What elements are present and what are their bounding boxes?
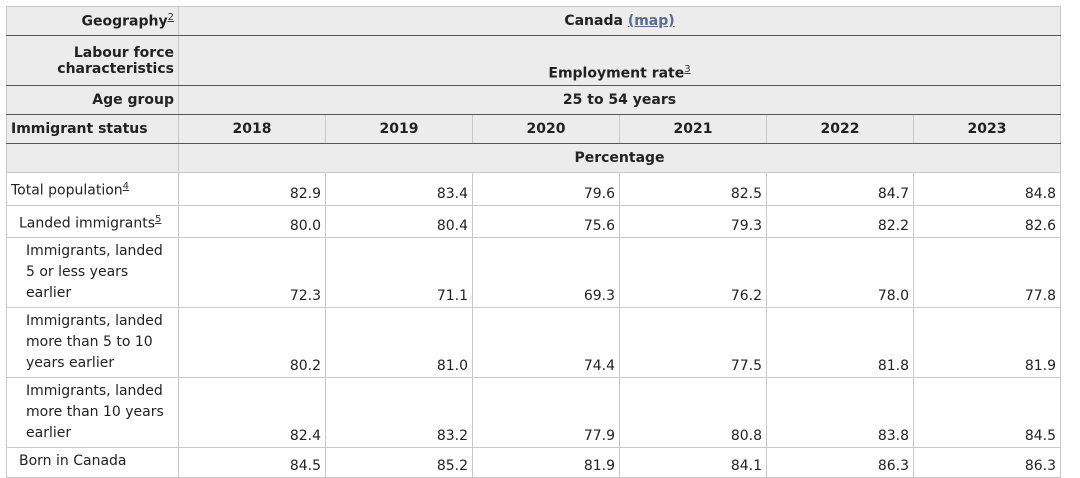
geography-header: Geography2 [6,6,179,36]
value-cell: 80.8 [619,377,767,449]
value-cell: 84.5 [178,447,326,478]
age-group-value: 25 to 54 years [178,85,1061,115]
value-cell: 81.9 [913,307,1061,379]
year-header-2022: 2022 [766,114,914,144]
value-cell: 77.9 [472,377,620,449]
row-label: Born in Canada [6,447,179,478]
value-cell: 84.1 [619,447,767,478]
value-cell: 79.3 [619,204,767,239]
value-cell: 82.2 [766,204,914,239]
value-cell: 81.8 [766,307,914,379]
value-cell: 82.5 [619,172,767,206]
year-header-2021: 2021 [619,114,767,144]
value-cell: 86.3 [913,447,1061,478]
value-cell: 71.1 [325,237,473,309]
row-label-text: Immigrants, landed more than 10 years ea… [26,383,164,442]
footnote-link-5[interactable]: 5 [155,213,162,225]
data-table-container: Geography2 Canada (map) Labour force cha… [6,6,1061,478]
value-cell: 69.3 [472,237,620,309]
geography-value: Canada (map) [178,6,1061,36]
value-cell: 78.0 [766,237,914,309]
row-label: Total population4 [6,172,179,206]
footnote-link-3[interactable]: 3 [684,64,691,76]
value-cell: 77.5 [619,307,767,379]
row-label-text: Landed immigrants [19,215,156,232]
value-cell: 84.8 [913,172,1061,206]
value-cell: 86.3 [766,447,914,478]
table-row: Immigrants, landed more than 10 years ea… [6,377,1061,449]
value-cell: 80.4 [325,204,473,239]
table-row: Landed immigrants5 80.0 80.4 75.6 79.3 82.2 82… [6,204,1061,239]
footnote-link-4[interactable]: 4 [122,181,130,192]
row-label-text: Total population [11,182,123,199]
labour-force-header: Labour force characteristics [6,35,179,86]
value-cell: 83.2 [325,377,473,449]
unit-label: Percentage [178,143,1061,173]
row-label: Landed immigrants5 [6,204,179,239]
map-link[interactable]: (map) [627,13,675,29]
value-cell: 82.4 [178,377,326,449]
value-cell: 85.2 [325,447,473,478]
value-cell: 84.7 [766,172,914,206]
footnote-link-2[interactable]: 2 [167,12,174,24]
value-cell: 83.8 [766,377,914,449]
row-label-text: Born in Canada [19,453,127,470]
value-cell: 82.6 [913,204,1061,239]
row-label-text: Immigrants, landed more than 5 to 10 yea… [26,313,163,372]
row-label-text: Immigrants, landed 5 or less years earli… [26,243,163,302]
value-cell: 74.4 [472,307,620,379]
row-label: Immigrants, landed more than 5 to 10 yea… [6,307,179,379]
value-cell: 75.6 [472,204,620,239]
table-row: Immigrants, landed 5 or less years earli… [6,237,1061,309]
unit-stub [6,143,179,173]
table-row: Immigrants, landed more than 5 to 10 yea… [6,307,1061,379]
year-header-2018: 2018 [178,114,326,144]
labour-force-value: Employment rate3 [178,35,1061,86]
value-cell: 80.2 [178,307,326,379]
value-cell: 77.8 [913,237,1061,309]
year-header-2020: 2020 [472,114,620,144]
value-cell: 79.6 [472,172,620,206]
table-row: Born in Canada 84.5 85.2 81.9 84.1 86.3 86.3 [6,447,1061,478]
table-row: Total population4 82.9 83.4 79.6 82.5 84.7 84.… [6,172,1061,206]
value-cell: 81.9 [472,447,620,478]
immigrant-status-header: Immigrant status [6,114,179,144]
row-label: Immigrants, landed 5 or less years earli… [6,237,179,309]
year-header-2019: 2019 [325,114,473,144]
value-cell: 83.4 [325,172,473,206]
value-cell: 72.3 [178,237,326,309]
value-cell: 84.5 [913,377,1061,449]
age-group-header: Age group [6,85,179,115]
value-cell: 76.2 [619,237,767,309]
year-header-2023: 2023 [913,114,1061,144]
value-cell: 81.0 [325,307,473,379]
value-cell: 82.9 [178,172,326,206]
value-cell: 80.0 [178,204,326,239]
row-label: Immigrants, landed more than 10 years ea… [6,377,179,449]
employment-rate-table: Geography2 Canada (map) Labour force cha… [6,6,1061,478]
